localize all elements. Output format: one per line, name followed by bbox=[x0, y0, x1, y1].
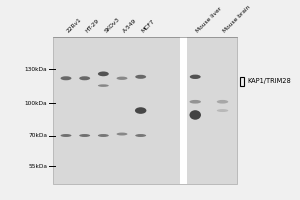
Text: MCF7: MCF7 bbox=[141, 18, 156, 34]
Text: HT-29: HT-29 bbox=[85, 18, 100, 34]
Ellipse shape bbox=[116, 77, 128, 80]
Text: SKOv3: SKOv3 bbox=[103, 16, 120, 34]
Ellipse shape bbox=[217, 100, 228, 104]
Text: 100kDa: 100kDa bbox=[25, 101, 47, 106]
Ellipse shape bbox=[98, 71, 109, 76]
Text: Mouse brain: Mouse brain bbox=[223, 4, 252, 34]
Ellipse shape bbox=[135, 75, 146, 79]
Text: 22Rv1: 22Rv1 bbox=[66, 17, 83, 34]
Ellipse shape bbox=[98, 134, 109, 137]
Ellipse shape bbox=[61, 76, 71, 80]
Text: 130kDa: 130kDa bbox=[25, 67, 47, 72]
Ellipse shape bbox=[135, 107, 146, 114]
Text: 55kDa: 55kDa bbox=[28, 164, 47, 169]
Ellipse shape bbox=[116, 133, 128, 136]
Ellipse shape bbox=[79, 76, 90, 80]
Text: KAP1/TRIM28: KAP1/TRIM28 bbox=[247, 78, 291, 84]
Ellipse shape bbox=[61, 134, 71, 137]
Bar bbox=[180, 37, 187, 184]
Ellipse shape bbox=[79, 134, 90, 137]
Ellipse shape bbox=[217, 109, 228, 112]
Ellipse shape bbox=[190, 100, 201, 104]
Text: Mouse liver: Mouse liver bbox=[195, 6, 223, 34]
Ellipse shape bbox=[98, 84, 109, 87]
Ellipse shape bbox=[190, 110, 201, 120]
Ellipse shape bbox=[190, 75, 201, 79]
Text: 70kDa: 70kDa bbox=[28, 133, 47, 138]
Ellipse shape bbox=[135, 134, 146, 137]
Text: A-549: A-549 bbox=[122, 18, 138, 34]
Bar bbox=[53, 37, 237, 184]
